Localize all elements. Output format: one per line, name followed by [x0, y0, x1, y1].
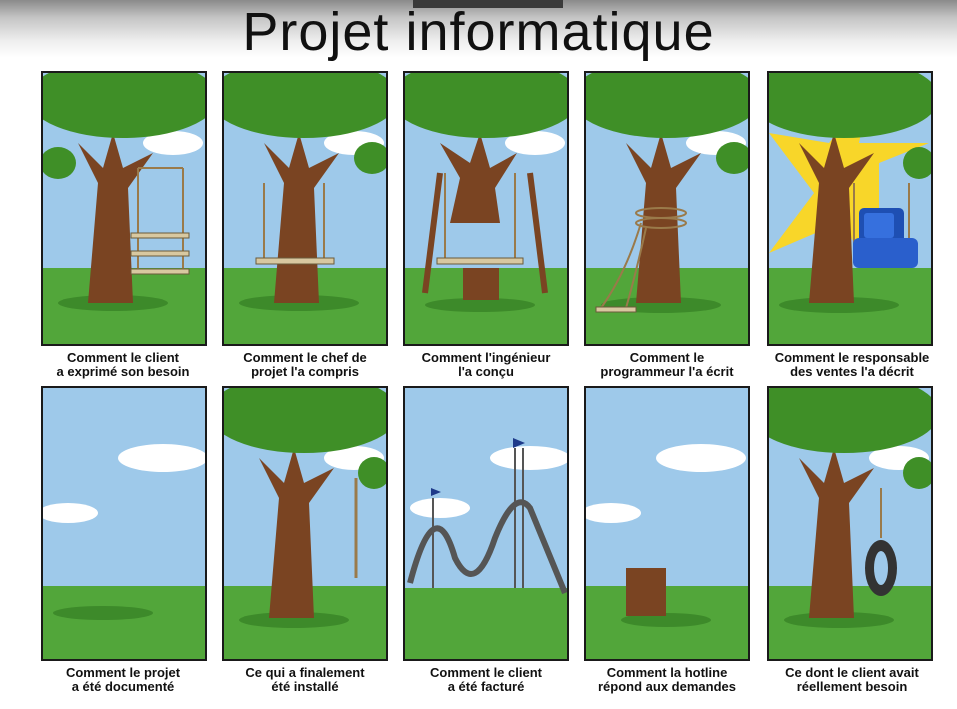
caption-sales-described: Comment le responsable des ventes l'a dé… [774, 350, 930, 379]
tree-tire-swing-illustration [769, 388, 931, 659]
tree-stump-illustration [586, 388, 748, 659]
caption-client-expressed: Comment le client a exprimé son besoin [56, 350, 190, 379]
caption-hotline-answers: Comment la hotline répond aux demandes [598, 665, 736, 694]
window-tab [413, 0, 563, 8]
panel-manager-understood [222, 71, 388, 346]
panel-client-really-needed [767, 386, 933, 661]
caption-project-documented: Comment le projet a été documenté [65, 665, 181, 694]
empty-field-illustration [43, 388, 205, 659]
panel-project-documented [41, 386, 207, 661]
caption-client-billed: Comment le client a été facturé [430, 665, 542, 694]
slide-title: Projet informatique [242, 2, 715, 62]
tree-swing-to-ground-illustration [224, 73, 386, 344]
panel-client-billed [403, 386, 569, 661]
caption-programmer-wrote: Comment le programmeur l'a écrit [600, 350, 734, 379]
tree-cut-trunk-swing-illustration [405, 73, 567, 344]
slide-header-bar [0, 0, 957, 58]
panel-finally-installed [222, 386, 388, 661]
caption-manager-understood: Comment le chef de projet l'a compris [243, 350, 367, 379]
roller-coaster-illustration [405, 388, 567, 659]
panel-sales-described [767, 71, 933, 346]
panel-hotline-answers [584, 386, 750, 661]
panel-client-expressed [41, 71, 207, 346]
caption-client-really-needed: Ce dont le client avait réellement besoi… [785, 665, 919, 694]
tree-triple-swing-illustration [43, 73, 205, 344]
tree-rope-wrapped-illustration [586, 73, 748, 344]
panel-engineer-designed [403, 71, 569, 346]
panel-programmer-wrote [584, 71, 750, 346]
tree-single-rope-illustration [224, 388, 386, 659]
caption-engineer-designed: Comment l'ingénieur l'a conçu [421, 350, 551, 379]
caption-finally-installed: Ce qui a finalement été installé [245, 665, 365, 694]
tree-armchair-sun-illustration [769, 73, 931, 344]
